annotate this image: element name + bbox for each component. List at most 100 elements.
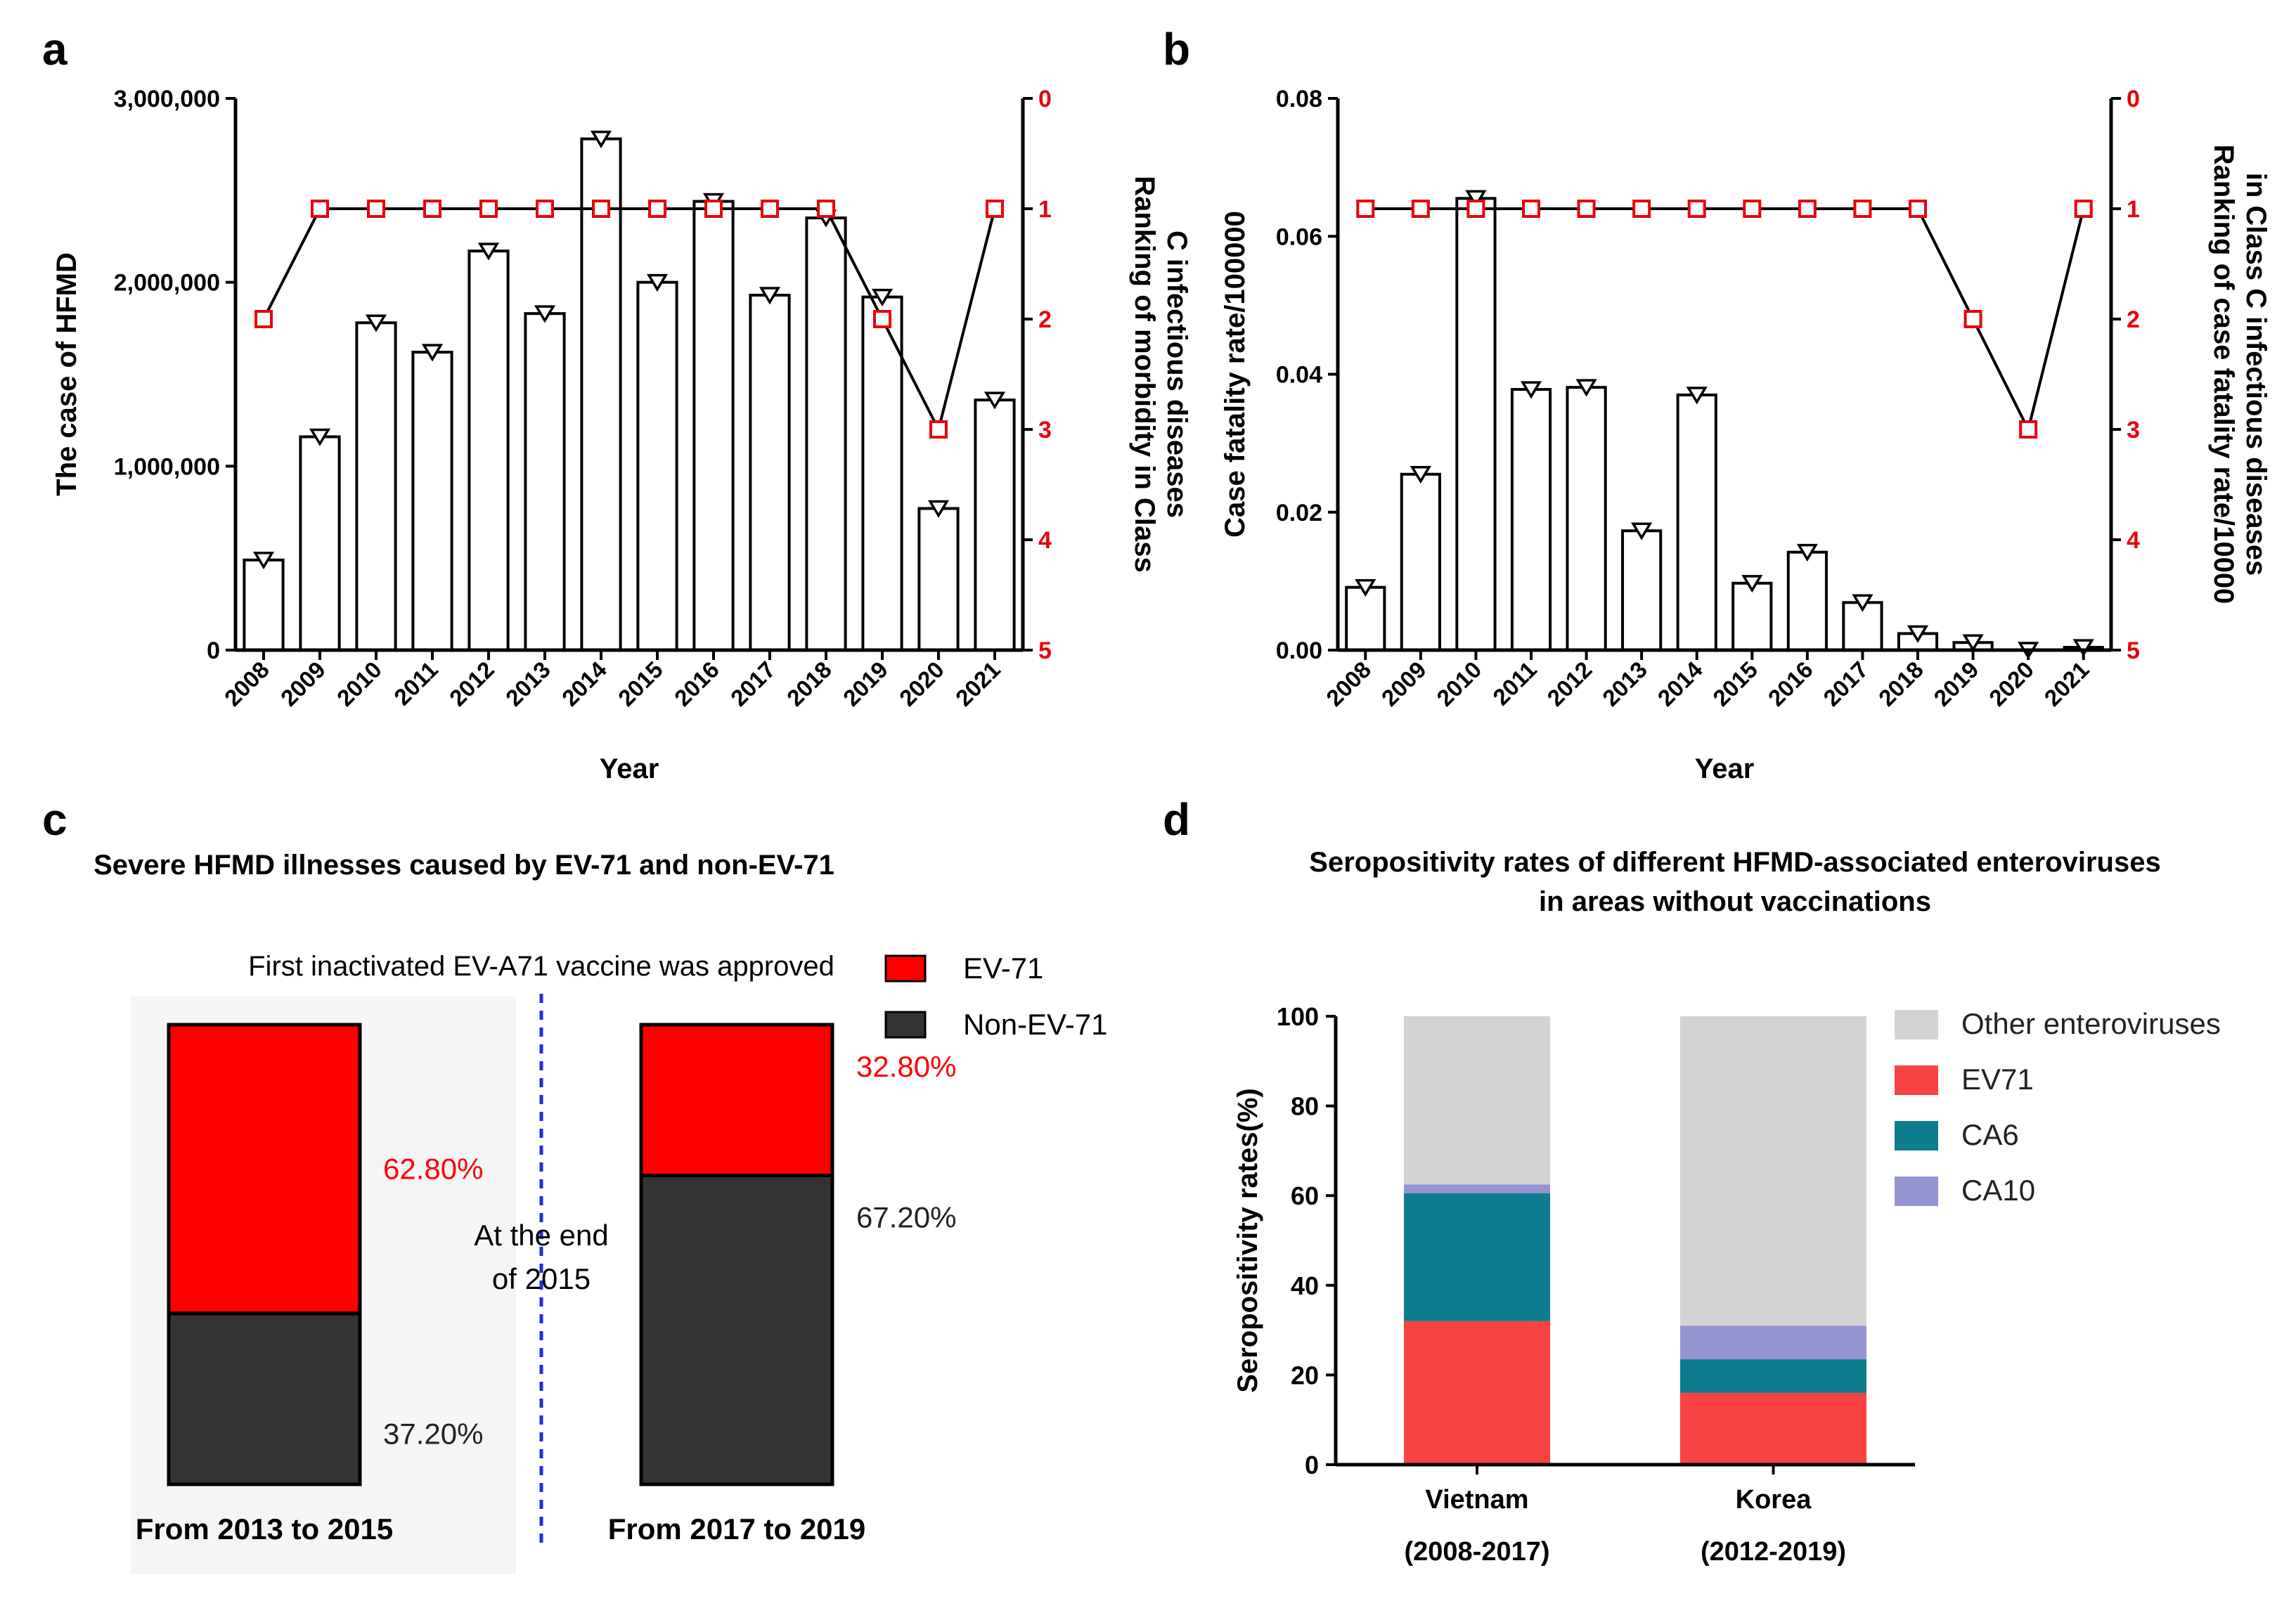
bar-2009 [1400, 472, 1441, 652]
bar-marker-2014 [1686, 387, 1708, 405]
legend-swatch-other-enteroviruses [1895, 1010, 1938, 1039]
bar-marker-2009 [1410, 466, 1431, 484]
rank-line [262, 207, 996, 434]
left-tick-label: 0.08 [1276, 86, 1322, 112]
category-label-line-1: Korea [1736, 1485, 1812, 1515]
bar-marker-2015 [646, 273, 669, 292]
x-tick-label: 2012 [444, 656, 499, 711]
bar-non-ev71-1 [167, 1311, 362, 1486]
rank-marker-2020 [929, 420, 948, 439]
legend-label-ca6: CA6 [1961, 1118, 2019, 1151]
legend-label-ca10: CA10 [1961, 1174, 2035, 1207]
x-tick-label: 2010 [1431, 656, 1486, 711]
bar-marker-2015 [1741, 575, 1763, 593]
panel-d-seropositivity-chart: Seropositivity rates of different HFMD-a… [1232, 847, 2221, 1567]
rank-marker-2014 [1687, 200, 1706, 218]
x-tick-label: 2009 [1376, 656, 1431, 711]
x-tick-label: 2021 [950, 656, 1005, 711]
legend-label-ev71: EV71 [1961, 1063, 2034, 1096]
bar-2015 [636, 280, 678, 652]
right-y-axis-title: Ranking of case fatality rate/10000 [2208, 145, 2239, 604]
bar-ev71-1 [167, 1023, 362, 1316]
x-tick-label: 2015 [613, 656, 668, 711]
rank-marker-2021 [2074, 200, 2093, 218]
right-tick-label: 5 [2127, 637, 2140, 664]
bar-marker-2020 [927, 500, 950, 518]
y-tick-label: 60 [1291, 1181, 1319, 1210]
bar-marker-2013 [534, 305, 556, 323]
left-tick-label: 0.02 [1276, 500, 1322, 526]
legend-label-other-enteroviruses: Other enteroviruses [1961, 1007, 2221, 1040]
bar-marker-2016 [1796, 543, 1818, 562]
x-axis-title: Year [600, 753, 659, 784]
left-tick-label: 0.00 [1276, 637, 1322, 664]
y-tick-label: 100 [1277, 1002, 1319, 1031]
bar-2010 [355, 321, 397, 652]
bar-2014 [580, 137, 622, 652]
bar-ca6-2 [1680, 1359, 1866, 1393]
bar-2010 [1455, 197, 1497, 652]
rank-marker-2018 [1909, 200, 1927, 218]
right-tick-label: 1 [1038, 196, 1052, 223]
rank-marker-2012 [479, 200, 498, 218]
legend-swatch-ca10 [1895, 1177, 1938, 1206]
rank-marker-2017 [761, 200, 779, 218]
bar-ca10-2 [1680, 1325, 1866, 1360]
bar-marker-2019 [871, 288, 894, 307]
bar-2012 [1566, 386, 1607, 652]
rank-marker-2008 [254, 310, 273, 328]
right-y-axis-title: in Class C infectious diseases [2240, 173, 2271, 576]
rank-marker-2015 [1743, 200, 1762, 218]
bar-2018 [805, 216, 847, 652]
rank-marker-2009 [1411, 200, 1430, 218]
non-ev71-percent-label: 37.20% [383, 1417, 483, 1450]
rank-marker-2011 [423, 200, 441, 218]
bar-marker-2019 [1962, 634, 1984, 652]
rank-marker-2013 [1632, 200, 1651, 218]
rank-marker-2016 [704, 200, 723, 218]
panel-d-title-line-2: in areas without vaccinations [1539, 886, 1931, 917]
panel-letter-c: c [42, 794, 67, 845]
x-tick-label: 2021 [2039, 656, 2094, 711]
bar-marker-2011 [1520, 381, 1542, 399]
bar-ca10-1 [1404, 1184, 1550, 1194]
bar-marker-2018 [1907, 625, 1929, 643]
bar-marker-2011 [421, 344, 444, 362]
bar-marker-2008 [1355, 578, 1376, 597]
category-label-line-2: (2012-2019) [1701, 1537, 1846, 1567]
x-tick-label: 2020 [1984, 656, 2039, 711]
panel-d-title-line-1: Seropositivity rates of different HFMD-a… [1309, 847, 2160, 878]
rank-marker-2013 [536, 200, 554, 218]
right-tick-label: 0 [1038, 86, 1052, 112]
y-tick-label: 0 [1305, 1451, 1319, 1479]
rank-marker-2010 [1466, 200, 1485, 218]
x-tick-label: 2009 [276, 656, 330, 711]
legend-label-ev71: EV-71 [963, 952, 1043, 985]
bar-marker-2010 [1465, 190, 1487, 208]
rank-marker-2017 [1853, 200, 1872, 218]
bar-ev71-2 [639, 1023, 834, 1178]
rank-marker-2008 [1356, 200, 1375, 218]
left-y-axis-title: The case of HFMD [51, 252, 82, 496]
right-tick-label: 1 [2127, 196, 2140, 223]
rank-marker-2014 [592, 200, 610, 218]
x-tick-label: 2015 [1708, 656, 1762, 711]
bar-2021 [974, 398, 1016, 652]
bar-other-enteroviruses-2 [1680, 1016, 1866, 1326]
bar-2012 [467, 249, 510, 652]
right-tick-label: 2 [2127, 306, 2140, 333]
vaccine-approval-annotation: First inactivated EV-A71 vaccine was app… [248, 951, 834, 982]
bar-marker-2014 [590, 130, 612, 148]
panel-letter-b: b [1163, 24, 1190, 74]
bar-ca6-1 [1404, 1193, 1550, 1321]
x-tick-label: 2018 [1873, 656, 1928, 711]
bar-marker-2013 [1631, 522, 1653, 540]
x-tick-label: 2008 [1321, 656, 1376, 711]
x-tick-label: 2016 [1763, 656, 1818, 711]
x-tick-label: 2016 [669, 656, 724, 711]
bar-2013 [524, 312, 566, 652]
y-axis-title: Seropositivity rates(%) [1232, 1088, 1263, 1392]
